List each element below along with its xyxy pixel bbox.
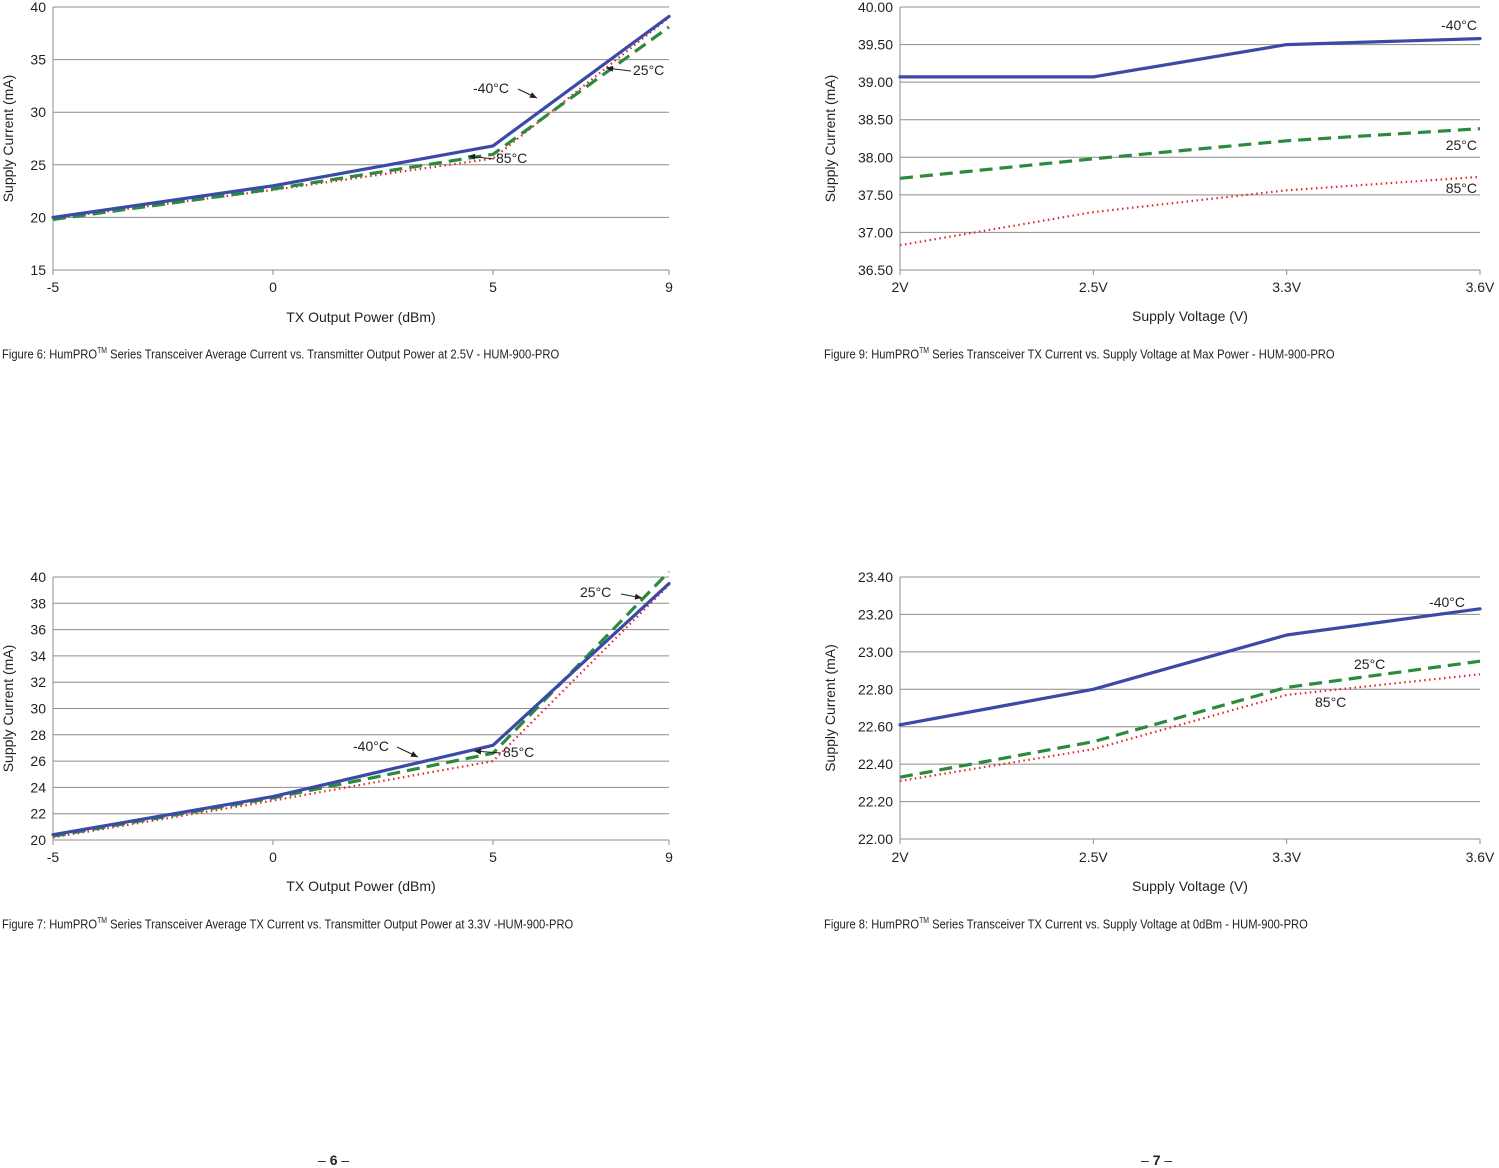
y-tick-label: 23.40: [858, 569, 893, 585]
series-line-25c: [52, 25, 670, 222]
annotation-label-25c: 25°C: [1446, 137, 1477, 153]
series-line-85c: [52, 16, 670, 220]
y-tick-label: 22.40: [858, 756, 893, 772]
x-axis-title: TX Output Power (dBm): [286, 309, 435, 325]
y-tick-label: 25: [30, 157, 46, 173]
series-line-minus40: [51, 14, 671, 219]
series-line-25c: [899, 127, 1481, 180]
y-tick-label: 39.50: [858, 37, 893, 53]
y-tick-label: 28: [30, 727, 46, 743]
y-axis-title: Supply Current (mA): [0, 645, 16, 773]
annotation-arrowhead: [474, 748, 482, 755]
y-tick-label: 38.50: [858, 112, 893, 128]
annotation-label-25c: 25°C: [633, 62, 664, 78]
y-tick-label: 20: [30, 209, 46, 225]
figure-6-chart: 15 20 25 30 35 40 -5 0 5 9 TX Output Power (dBm) Su…: [0, 0, 673, 325]
y-tick-label: 22: [30, 806, 46, 822]
x-tick-label: 9: [665, 849, 673, 865]
y-tick-label: 35: [30, 52, 46, 68]
annotation-label-85c: 85°C: [496, 150, 527, 166]
figure-7-caption: Figure 7: HumPROTM Series Transceiver Av…: [2, 916, 574, 932]
y-tick-label: 23.00: [858, 644, 893, 660]
figure-7-chart: 20 22 24 26 28 30 32 34 36 38 40 -5 0 5 9 TX Output Pow…: [0, 569, 673, 894]
annotation-arrowhead: [410, 751, 418, 757]
y-tick-label: 15: [30, 262, 46, 278]
x-tick-label: 3.3V: [1272, 279, 1301, 295]
x-tick-label: -5: [47, 279, 60, 295]
series-line-minus40: [898, 36, 1482, 79]
page-number-right: – 7 –: [1141, 1152, 1173, 1168]
y-tick-label: 36.50: [858, 262, 893, 278]
figure-9-chart: 36.50 37.00 37.50 38.00 38.50 39.00 39.50 40.00…: [822, 0, 1495, 324]
y-tick-label: 30: [30, 104, 46, 120]
annotation-arrowhead: [606, 65, 614, 72]
y-tick-label: 34: [30, 648, 46, 664]
y-axis-title: Supply Current (mA): [822, 644, 838, 772]
annotation-label-minus40: -40°C: [353, 738, 389, 754]
series-line-minus40: [51, 582, 671, 837]
annotation-label-minus40: -40°C: [1441, 17, 1477, 33]
figure-9-caption: Figure 9: HumPROTM Series Transceiver TX…: [824, 346, 1335, 362]
series-line-25c: [899, 659, 1481, 779]
x-axis-title: Supply Voltage (V): [1132, 878, 1248, 894]
x-tick-label: 0: [269, 279, 277, 295]
y-tick-label: 26: [30, 753, 46, 769]
y-tick-label: 32: [30, 674, 46, 690]
series-line-minus40: [898, 607, 1482, 727]
annotation-label-85c: 85°C: [1315, 694, 1346, 710]
y-tick-label: 38: [30, 595, 46, 611]
y-tick-label: 39.00: [858, 74, 893, 90]
y-tick-label: 37.00: [858, 224, 893, 240]
y-tick-label: 40: [30, 569, 46, 585]
y-tick-label: 37.50: [858, 187, 893, 203]
y-tick-label: 36: [30, 622, 46, 638]
y-tick-label: 22.60: [858, 719, 893, 735]
page-number-left: – 6 –: [318, 1152, 350, 1168]
x-tick-label: 3.3V: [1272, 849, 1301, 865]
x-tick-label: 2.5V: [1079, 849, 1108, 865]
y-tick-label: 30: [30, 701, 46, 717]
figure-8-caption: Figure 8: HumPROTM Series Transceiver TX…: [824, 916, 1308, 932]
y-axis-title: Supply Current (mA): [822, 75, 838, 203]
x-tick-label: 3.6V: [1466, 849, 1495, 865]
annotation-label-85c: 85°C: [503, 744, 534, 760]
x-tick-label: 5: [489, 279, 497, 295]
annotation-label-minus40: -40°C: [473, 80, 509, 96]
annotation-label-25c: 25°C: [580, 584, 611, 600]
x-tick-label: 9: [665, 279, 673, 295]
y-tick-label: 40: [30, 0, 46, 15]
series-line-85c: [52, 584, 670, 839]
y-axis-title: Supply Current (mA): [0, 75, 16, 203]
y-tick-label: 23.20: [858, 606, 893, 622]
annotation-arrowhead: [468, 153, 476, 160]
annotation-label-minus40: -40°C: [1429, 594, 1465, 610]
x-tick-label: -5: [47, 849, 60, 865]
x-tick-label: 2V: [891, 849, 909, 865]
x-axis-title: Supply Voltage (V): [1132, 308, 1248, 324]
x-tick-label: 5: [489, 849, 497, 865]
y-tick-label: 24: [30, 779, 46, 795]
x-axis-title: TX Output Power (dBm): [286, 878, 435, 894]
y-tick-label: 20: [30, 832, 46, 848]
x-tick-label: 0: [269, 849, 277, 865]
y-tick-label: 40.00: [858, 0, 893, 15]
annotation-arrowhead: [634, 593, 642, 600]
series-line-25c: [52, 570, 671, 838]
figure-6-caption: Figure 6: HumPROTM Series Transceiver Av…: [2, 346, 560, 362]
annotation-label-25c: 25°C: [1354, 656, 1385, 672]
annotation-label-85c: 85°C: [1446, 180, 1477, 196]
annotation-arrowhead: [529, 92, 537, 98]
y-tick-label: 22.20: [858, 794, 893, 810]
figure-8-chart: 22.00 22.20 22.40 22.60 22.80 23.00 23.20 23.40…: [822, 569, 1495, 894]
y-tick-label: 38.00: [858, 149, 893, 165]
x-tick-label: 2V: [891, 279, 909, 295]
x-tick-label: 3.6V: [1466, 279, 1495, 295]
y-tick-label: 22.80: [858, 681, 893, 697]
x-tick-label: 2.5V: [1079, 279, 1108, 295]
series-line-85c: [899, 673, 1481, 783]
y-tick-label: 22.00: [858, 831, 893, 847]
series-line-85c: [899, 175, 1481, 247]
